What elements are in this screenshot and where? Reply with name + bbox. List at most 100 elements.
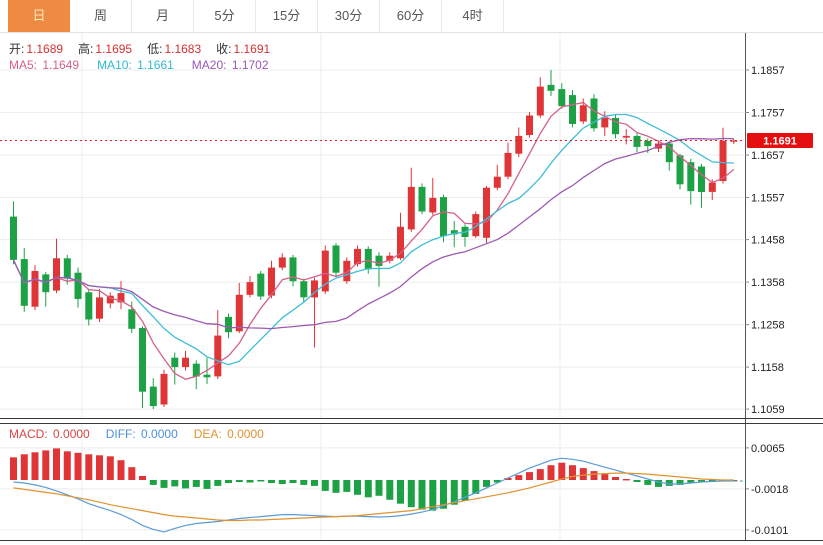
candle-body xyxy=(644,141,652,147)
macd-hist-bar xyxy=(665,480,673,486)
macd-hist-bar xyxy=(418,480,426,510)
current-price-badge xyxy=(747,133,813,148)
macd-hist-bar xyxy=(590,471,598,480)
macd-hist-bar xyxy=(397,480,404,504)
tab-4hour[interactable]: 4时 xyxy=(442,0,504,32)
price-axis-tick: 1.1258 xyxy=(751,320,785,332)
candle-body xyxy=(687,162,695,192)
candle-body xyxy=(440,197,447,237)
ohlc-readout: 开: 1.1689 高: 1.1695 低: 1.1683 收: 1.1691 xyxy=(9,40,270,57)
macd-hist-bar xyxy=(53,448,60,480)
candle-body xyxy=(268,267,275,296)
price-axis: 1.1857 1.1757 1.1657 1.1557 1.1458 1.1358 1.12… xyxy=(0,33,823,541)
candle-body xyxy=(579,105,587,122)
candle-body xyxy=(332,245,340,273)
macd-hist-bar xyxy=(10,457,17,480)
ohlc-item-2: 低: 1.1683 xyxy=(147,42,202,56)
candle-body xyxy=(160,373,168,405)
tab-day[interactable]: 日 xyxy=(8,0,70,32)
macd-hist-bar xyxy=(579,468,587,480)
macd-hist-bar xyxy=(450,480,458,505)
macd-hist-bar xyxy=(160,480,168,488)
macd-hist-bar xyxy=(483,480,490,487)
candle-body xyxy=(171,357,179,368)
price-axis-tick: 1.1857 xyxy=(751,65,785,77)
candle-body xyxy=(397,226,404,259)
macd-hist-bar xyxy=(504,478,512,480)
candle-body xyxy=(483,187,490,238)
candle-body xyxy=(106,295,114,304)
macd-hist-bar xyxy=(440,480,447,509)
price-axis-tick: 1.1059 xyxy=(751,404,785,416)
tab-month[interactable]: 月 xyxy=(132,0,194,32)
tab-week[interactable]: 周 xyxy=(70,0,132,32)
macd-hist-bar xyxy=(268,480,275,483)
macd-hist-bar xyxy=(622,479,630,481)
candle-body xyxy=(117,293,125,303)
macd-hist-bar xyxy=(117,460,125,480)
candle-body xyxy=(343,260,351,282)
candle-body xyxy=(708,182,716,192)
macd-hist-bar xyxy=(85,454,93,480)
price-axis-tick: 1.1557 xyxy=(751,193,785,205)
macd-hist-bar xyxy=(42,450,50,480)
candle-body xyxy=(472,214,480,237)
candle-body xyxy=(558,89,566,107)
macd-hist-bar xyxy=(246,480,254,483)
candle-body xyxy=(730,140,738,142)
candle-body xyxy=(128,309,136,329)
macd-hist-bar xyxy=(235,480,243,482)
macd-hist-bar xyxy=(203,480,211,489)
macd-hist-bar xyxy=(601,474,609,480)
price-axis-tick: 1.1458 xyxy=(751,235,785,247)
price-axis-tick: 1.1358 xyxy=(751,277,785,289)
macd-hist-bar xyxy=(386,480,394,500)
candle-body xyxy=(665,143,673,163)
macd-hist-bar xyxy=(493,480,501,483)
macd-hist-bar xyxy=(63,451,71,480)
candle-body xyxy=(214,335,222,377)
macd-hist-bar xyxy=(278,480,286,484)
macd-hist-bar xyxy=(106,456,114,480)
macd-hist-bar xyxy=(139,476,146,480)
ohlc-item-1: 高: 1.1695 xyxy=(78,42,133,56)
price-axis-tick: 1.1158 xyxy=(751,362,784,374)
macd-legend-item-1: DIFF: 0.0000 xyxy=(105,427,178,441)
ohlc-item-3: 收: 1.1691 xyxy=(216,42,271,56)
price-axis-tick: 1.1757 xyxy=(751,108,785,120)
candle-body xyxy=(311,280,318,298)
moving-average-lines xyxy=(12,101,735,380)
macd-legend-item-2: DEA: 0.0000 xyxy=(193,427,264,441)
macd-hist-bar xyxy=(547,465,555,480)
price-axis-tick: 1.1657 xyxy=(751,150,785,162)
macd-hist-bar xyxy=(472,480,480,494)
candle-body xyxy=(278,257,286,268)
tab-15min[interactable]: 15分 xyxy=(256,0,318,32)
candle-body xyxy=(31,271,39,307)
macd-hist-bar xyxy=(655,480,662,487)
tab-60min[interactable]: 60分 xyxy=(380,0,442,32)
macd-hist-bar xyxy=(300,480,308,485)
ma-readout: MA5: 1.1649 MA10: 1.1661 MA20: 1.1702 xyxy=(9,58,269,72)
candle-body xyxy=(504,152,512,177)
macd-hist-bar xyxy=(149,480,157,485)
macd-hist-bar xyxy=(332,480,340,493)
tab-5min[interactable]: 5分 xyxy=(194,0,256,32)
macd-hist-bar xyxy=(364,480,372,498)
macd-hist-bar xyxy=(257,480,265,482)
ma5-line xyxy=(12,101,735,380)
candle-body xyxy=(386,255,394,261)
ma10-line xyxy=(12,113,734,366)
tab-30min[interactable]: 30分 xyxy=(318,0,380,32)
macd-hist-bar xyxy=(375,480,383,496)
ma-item-0: MA5: 1.1649 xyxy=(9,58,80,72)
candle-body xyxy=(289,257,297,282)
candle-body xyxy=(429,197,437,213)
candle-body xyxy=(321,250,329,292)
macd-diff-line xyxy=(13,457,734,533)
candle-body xyxy=(493,176,501,188)
candle-body xyxy=(601,118,609,128)
candle-body xyxy=(149,386,157,407)
macd-hist-bar xyxy=(171,480,179,487)
